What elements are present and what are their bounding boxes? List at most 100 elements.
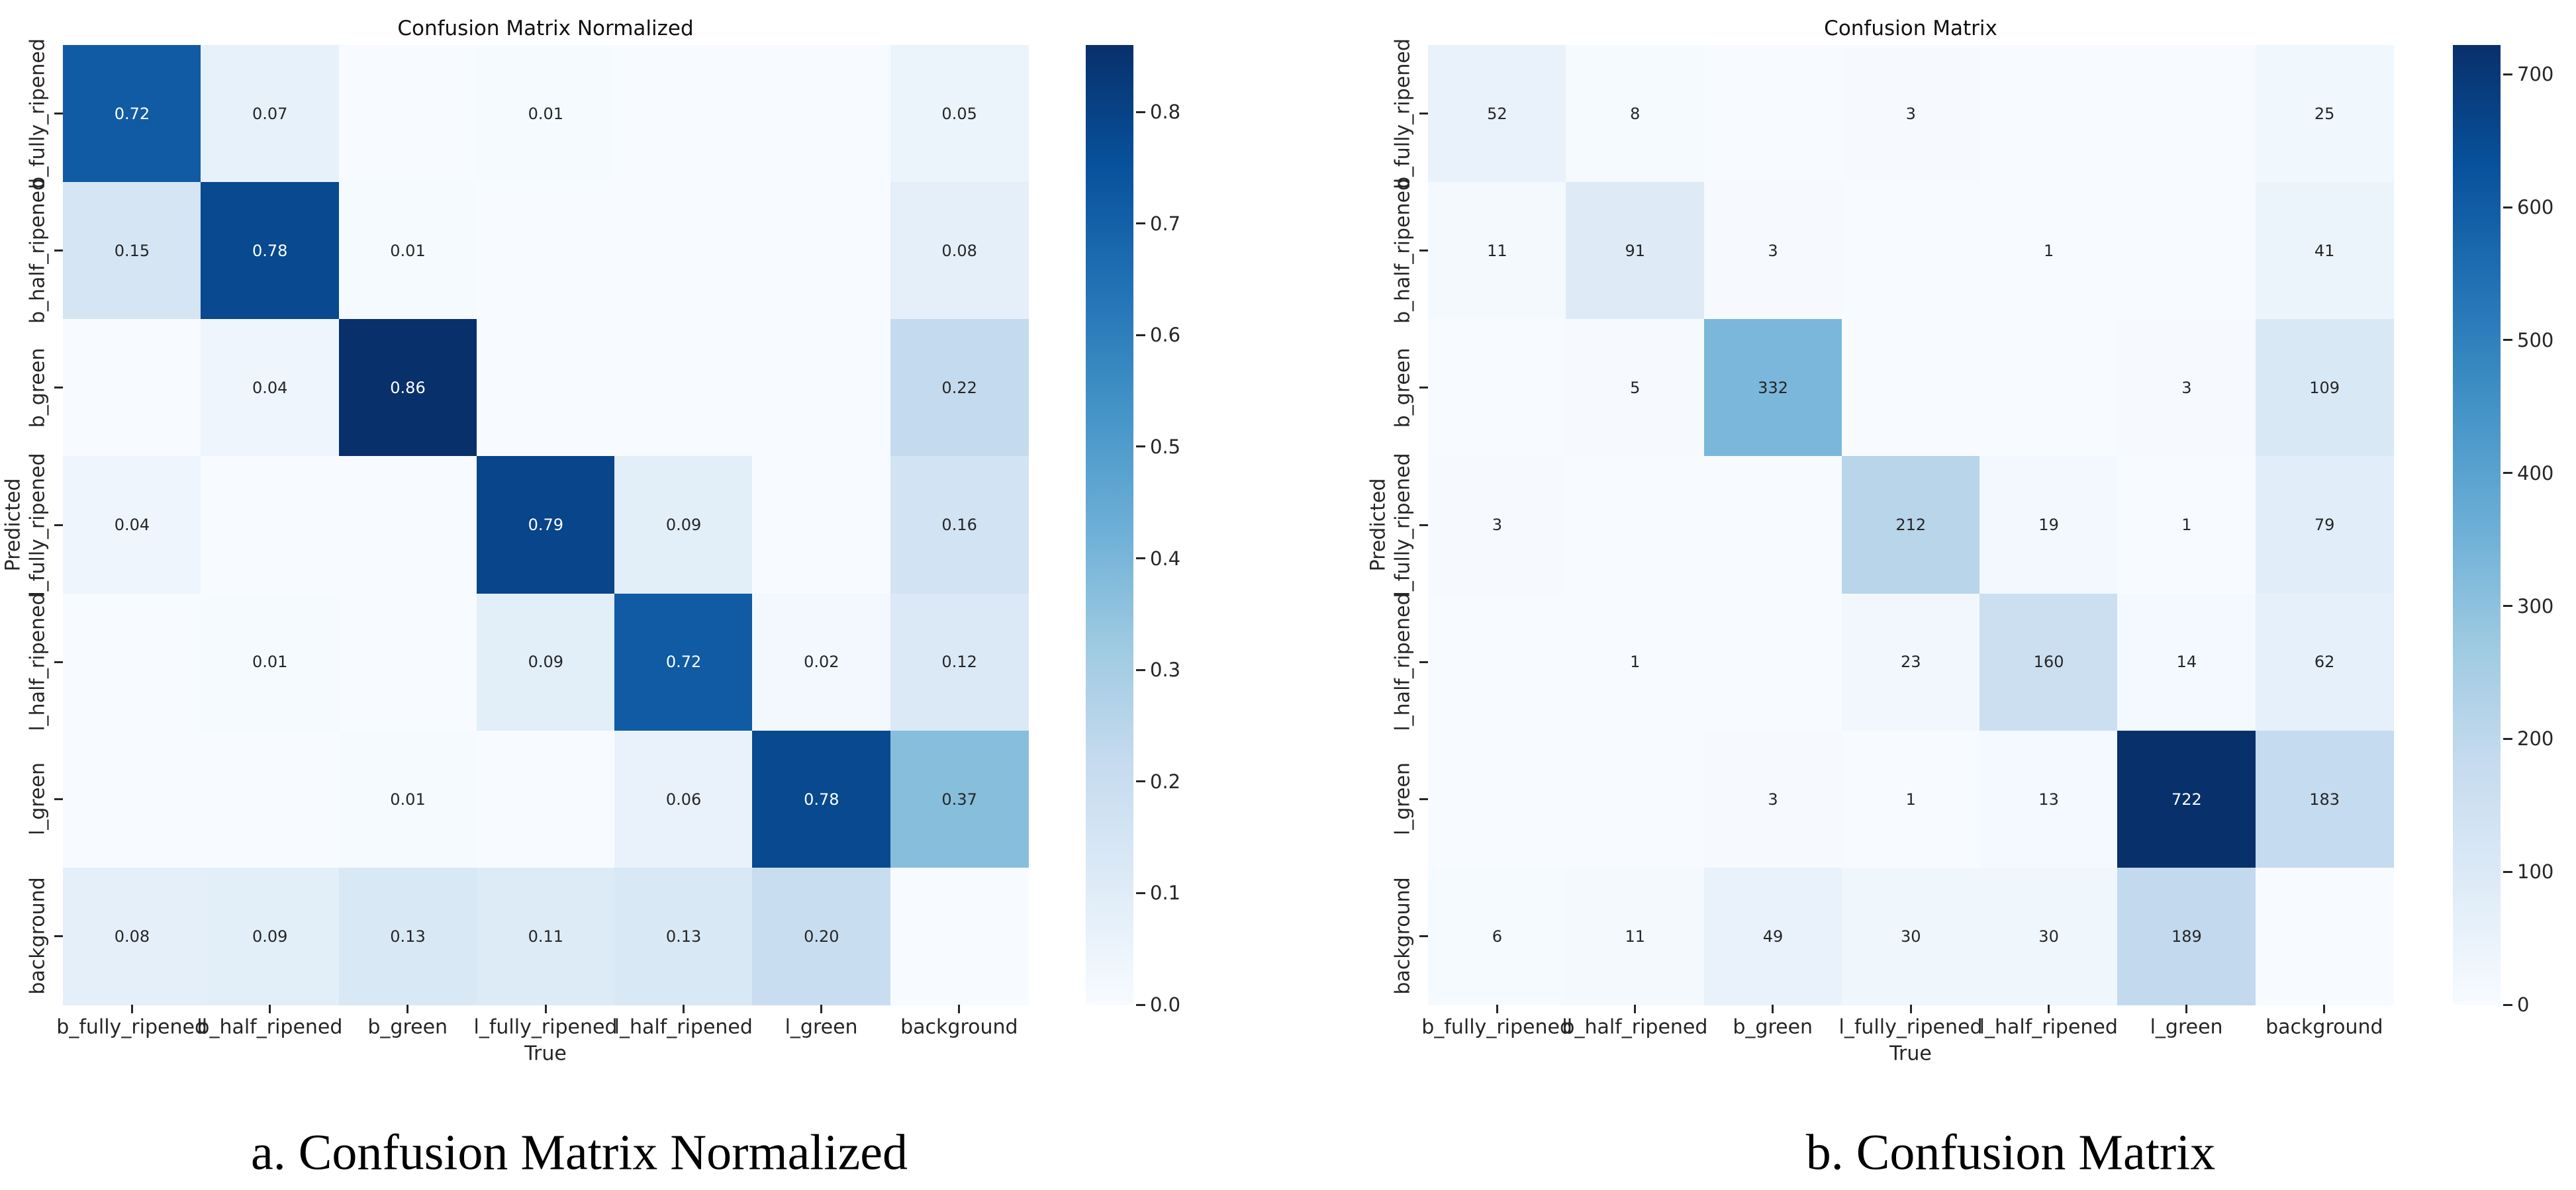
cell-value: 3 bbox=[1768, 790, 1778, 809]
heatmap-cell bbox=[476, 319, 615, 457]
heatmap-cell: 0.04 bbox=[63, 456, 201, 594]
x-tick-label: b_fully_ripened bbox=[56, 1015, 208, 1039]
heatmap-cell: 30 bbox=[1980, 867, 2119, 1005]
colorbar-tick-label: 0.3 bbox=[1150, 659, 1181, 682]
x-tick-mark bbox=[1633, 1005, 1636, 1013]
heatmap-cell: 30 bbox=[1841, 867, 1980, 1005]
heatmap-cell bbox=[1841, 182, 1980, 320]
y-tick-label: background bbox=[26, 877, 50, 995]
colorbar-tick-label: 100 bbox=[2517, 860, 2554, 884]
heatmap-cell: 109 bbox=[2255, 319, 2394, 457]
heatmap-cell: 52 bbox=[1428, 45, 1566, 183]
y-tick-label: b_half_ripened bbox=[26, 177, 50, 324]
colorbar-normalized bbox=[1086, 45, 1133, 1005]
x-tick-mark bbox=[2323, 1005, 2326, 1013]
cell-value: 0.09 bbox=[528, 653, 563, 672]
cell-value: 25 bbox=[2314, 104, 2335, 123]
cell-value: 30 bbox=[1901, 927, 1921, 946]
y-tick-label: b_green bbox=[26, 347, 50, 428]
cell-value: 19 bbox=[2038, 516, 2059, 535]
y-tick-label: l_fully_ripened bbox=[1391, 453, 1415, 597]
cell-value: 91 bbox=[1625, 242, 1645, 260]
heatmap-cell bbox=[1703, 456, 1842, 594]
y-tick-label: l_half_ripened bbox=[26, 592, 50, 731]
x-tick-label: l_half_ripened bbox=[1979, 1015, 2118, 1039]
heatmap-cell bbox=[338, 593, 477, 731]
x-tick-label: b_half_ripened bbox=[197, 1015, 343, 1039]
x-tick-mark bbox=[406, 1005, 409, 1013]
colorbar-tick-mark bbox=[2503, 206, 2512, 208]
heatmap-cell: 0.09 bbox=[201, 867, 340, 1005]
y-tick-mark bbox=[54, 798, 63, 800]
cell-value: 722 bbox=[2171, 790, 2202, 809]
heatmap-cell: 79 bbox=[2255, 456, 2394, 594]
heatmap-cell bbox=[614, 182, 753, 320]
y-tick-label: l_green bbox=[1391, 762, 1415, 836]
heatmap-cell: 0.08 bbox=[890, 182, 1029, 320]
heatmap-cell: 3 bbox=[1703, 182, 1842, 320]
cell-value: 0.37 bbox=[941, 790, 977, 809]
cell-value: 8 bbox=[1630, 104, 1641, 123]
heatmap-cell: 1 bbox=[2117, 456, 2256, 594]
cell-value: 0.02 bbox=[804, 653, 839, 672]
y-tick-mark bbox=[54, 661, 63, 663]
x-tick-mark bbox=[682, 1005, 685, 1013]
x-tick-mark bbox=[820, 1005, 823, 1013]
heatmap-cell: 1 bbox=[1566, 593, 1705, 731]
x-tick-label: background bbox=[900, 1015, 1018, 1039]
cell-value: 0.04 bbox=[252, 379, 288, 398]
cell-value: 0.12 bbox=[941, 653, 977, 672]
colorbar-tick-mark bbox=[1136, 445, 1145, 448]
heatmap-cell: 160 bbox=[1980, 593, 2119, 731]
heatmap-cell: 0.86 bbox=[338, 319, 477, 457]
colorbar-tick-label: 0.2 bbox=[1150, 770, 1181, 793]
cell-value: 0.04 bbox=[114, 516, 150, 535]
x-tick-label: l_green bbox=[785, 1015, 858, 1039]
colorbar-tick-mark bbox=[1136, 222, 1145, 225]
heatmap-cell bbox=[63, 319, 201, 457]
cell-value: 14 bbox=[2176, 653, 2197, 672]
heatmap-cell: 0.06 bbox=[614, 730, 753, 868]
colorbar-tick-mark bbox=[2503, 472, 2512, 475]
heatmap-cell: 23 bbox=[1841, 593, 1980, 731]
colorbar-counts bbox=[2453, 45, 2501, 1005]
y-tick-label: b_half_ripened bbox=[1391, 177, 1415, 324]
x-tick-mark bbox=[268, 1005, 271, 1013]
y-tick-label: l_fully_ripened bbox=[26, 453, 50, 597]
cell-value: 0.09 bbox=[665, 516, 702, 535]
colorbar-tick-mark bbox=[1136, 1003, 1145, 1006]
heatmap-cell: 0.12 bbox=[890, 593, 1029, 731]
y-tick-mark bbox=[1419, 524, 1428, 526]
heatmap-cell bbox=[476, 182, 615, 320]
heatmap-cell bbox=[1428, 730, 1566, 868]
heatmap-cell: 0.08 bbox=[63, 867, 201, 1005]
colorbar-tick-mark bbox=[1136, 557, 1145, 560]
heatmap-cell bbox=[1566, 456, 1705, 594]
heatmap-cell: 3 bbox=[2117, 319, 2256, 457]
heatmap-cell: 91 bbox=[1566, 182, 1705, 320]
heatmap-cell bbox=[614, 45, 753, 183]
heatmap-cell: 1 bbox=[1980, 182, 2119, 320]
heatmap-cell bbox=[752, 319, 891, 457]
heatmap-cell: 0.16 bbox=[890, 456, 1029, 594]
colorbar-tick-label: 600 bbox=[2517, 196, 2554, 218]
x-tick-label: b_fully_ripened bbox=[1421, 1015, 1573, 1039]
x-tick-label: b_green bbox=[1733, 1015, 1813, 1039]
cell-value: 3 bbox=[1905, 104, 1916, 123]
cell-value: 6 bbox=[1492, 927, 1503, 946]
cell-value: 3 bbox=[1492, 516, 1503, 535]
heatmap-cell bbox=[1428, 319, 1566, 457]
heatmap-cell: 3 bbox=[1703, 730, 1842, 868]
cell-value: 11 bbox=[1625, 927, 1645, 946]
colorbar-tick-mark bbox=[1136, 111, 1145, 113]
y-tick-mark bbox=[1419, 250, 1428, 252]
x-tick-mark bbox=[1909, 1005, 1912, 1013]
heatmap-cell: 14 bbox=[2117, 593, 2256, 731]
heatmap-cell bbox=[63, 593, 201, 731]
y-tick-mark bbox=[1419, 935, 1428, 937]
heatmap-cell: 25 bbox=[2255, 45, 2394, 183]
heatmap-cell bbox=[1980, 45, 2119, 183]
heatmap-cell: 13 bbox=[1980, 730, 2119, 868]
cell-value: 0.08 bbox=[941, 242, 977, 260]
cell-value: 3 bbox=[1768, 242, 1778, 260]
